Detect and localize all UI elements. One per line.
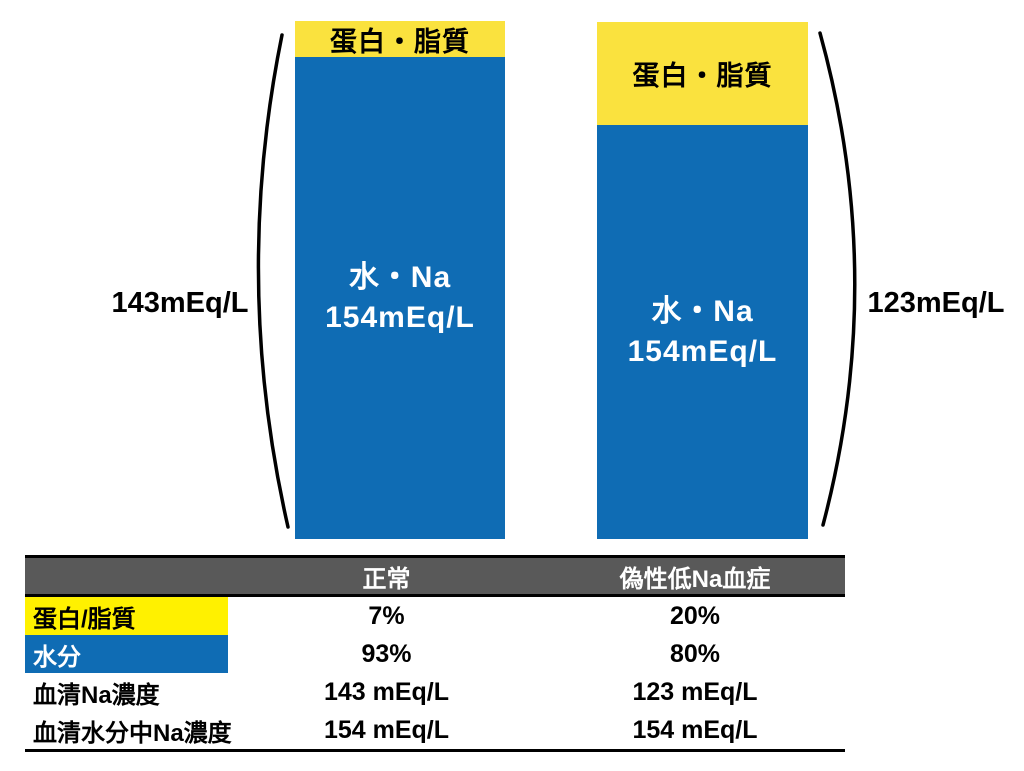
bar-normal-water-segment: 水・Na 154mEq/L [295, 57, 505, 539]
table-header-row: 正常 偽性低Na血症 [25, 555, 845, 597]
right-bracket [818, 31, 857, 527]
table-row-serum-na-label: 血清Na濃度 [33, 681, 160, 709]
table-row-protein: 蛋白/脂質 7% 20% [25, 597, 845, 635]
table-row-serum-water-na-label: 血清水分中Na濃度 [33, 719, 232, 747]
bar-normal: 蛋白・脂質 水・Na 154mEq/L [295, 21, 505, 539]
table-row-serum-water-na-pseudo: 154 mEq/L [632, 715, 758, 744]
bar-pseudo-water-text: 水・Na 154mEq/L [628, 292, 778, 372]
table-row-protein-label: 蛋白/脂質 [25, 597, 228, 635]
bar-normal-water-text: 水・Na 154mEq/L [325, 258, 475, 338]
table-row-serum-water-na-normal: 154 mEq/L [323, 715, 450, 744]
bar-pseudo-water-label: 水・Na [651, 295, 754, 329]
table-header-empty [25, 558, 228, 594]
table-row-protein-normal: 7% [368, 601, 405, 630]
table-row-serum-na: 血清Na濃度 143 mEq/L 123 mEq/L [25, 673, 845, 711]
bar-pseudo-water-segment: 水・Na 154mEq/L [597, 125, 808, 539]
bar-pseudo-protein-label: 蛋白・脂質 [632, 61, 773, 92]
bar-pseudo-water-value: 154mEq/L [627, 335, 778, 369]
table-row-serum-water-na: 血清水分中Na濃度 154 mEq/L 154 mEq/L [25, 711, 845, 749]
left-bracket [256, 33, 290, 529]
serum-na-label-pseudo: 123mEq/L [867, 287, 1005, 319]
table-row-serum-na-pseudo: 123 mEq/L [632, 677, 758, 706]
bar-pseudo-protein-segment: 蛋白・脂質 [597, 22, 808, 126]
table-row-water-label: 水分 [25, 635, 228, 673]
data-table: 正常 偽性低Na血症 蛋白/脂質 7% 20% 水分 93% 80% 血清Na濃… [25, 555, 845, 752]
table-row-protein-pseudo: 20% [669, 601, 721, 630]
bar-pseudo: 蛋白・脂質 水・Na 154mEq/L [597, 22, 808, 539]
table-header-pseudo: 偽性低Na血症 [619, 565, 771, 593]
bar-normal-protein-segment: 蛋白・脂質 [295, 21, 505, 58]
serum-na-label-normal: 143mEq/L [111, 287, 249, 319]
table-row-water-pseudo: 80% [669, 639, 721, 668]
table-row-water: 水分 93% 80% [25, 635, 845, 673]
table-row-water-normal: 93% [361, 639, 412, 668]
table-row-serum-na-normal: 143 mEq/L [323, 677, 450, 706]
bar-normal-water-label: 水・Na [348, 261, 452, 295]
bar-normal-protein-label: 蛋白・脂質 [330, 26, 470, 57]
bar-normal-water-value: 154mEq/L [325, 301, 475, 335]
table-header-normal: 正常 [362, 565, 411, 593]
